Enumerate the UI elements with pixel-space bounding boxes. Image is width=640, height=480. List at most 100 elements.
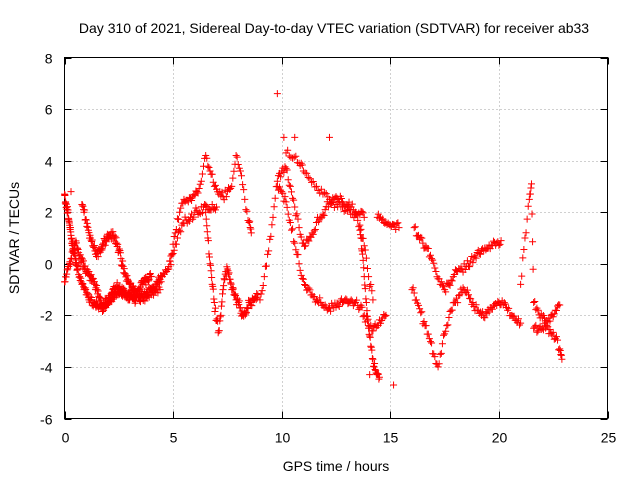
data-point bbox=[245, 219, 253, 227]
data-point bbox=[434, 363, 442, 371]
data-point bbox=[322, 190, 330, 198]
data-point bbox=[533, 328, 541, 336]
data-point bbox=[89, 275, 97, 283]
data-point bbox=[91, 280, 99, 288]
axis-ticks bbox=[64, 57, 609, 420]
data-point bbox=[169, 249, 177, 257]
data-point bbox=[120, 286, 128, 294]
data-point bbox=[202, 201, 210, 209]
data-point bbox=[107, 290, 115, 298]
data-point bbox=[381, 312, 389, 320]
data-point bbox=[335, 198, 343, 206]
data-point bbox=[242, 309, 250, 317]
data-point bbox=[75, 273, 83, 281]
data-point bbox=[375, 373, 383, 381]
data-point bbox=[98, 246, 106, 254]
data-point bbox=[412, 296, 420, 304]
data-point bbox=[298, 274, 306, 282]
data-point bbox=[310, 227, 318, 235]
data-point bbox=[221, 276, 229, 284]
data-point bbox=[321, 189, 329, 197]
data-point bbox=[205, 253, 213, 261]
data-point bbox=[500, 299, 508, 307]
data-point bbox=[284, 176, 292, 184]
data-point bbox=[284, 146, 292, 154]
data-point bbox=[206, 260, 214, 268]
data-point bbox=[375, 375, 383, 383]
data-point bbox=[232, 151, 240, 159]
data-point bbox=[266, 235, 274, 243]
grid bbox=[64, 57, 608, 419]
data-point bbox=[437, 278, 445, 286]
data-point bbox=[66, 258, 74, 266]
data-point bbox=[61, 191, 69, 199]
data-point bbox=[211, 307, 219, 315]
data-point bbox=[312, 182, 320, 190]
data-point bbox=[220, 282, 228, 290]
data-point bbox=[226, 275, 234, 283]
data-point bbox=[304, 174, 312, 182]
data-point bbox=[301, 280, 309, 288]
y-tick-label: 4 bbox=[45, 154, 53, 170]
data-point bbox=[295, 224, 303, 232]
data-point bbox=[93, 297, 101, 305]
data-point bbox=[81, 262, 89, 270]
data-point bbox=[271, 194, 279, 202]
data-point bbox=[217, 302, 225, 310]
data-point bbox=[467, 295, 475, 303]
data-point bbox=[202, 208, 210, 216]
data-point bbox=[265, 247, 273, 255]
data-point bbox=[305, 237, 313, 245]
data-point bbox=[208, 200, 216, 208]
data-point bbox=[556, 301, 564, 309]
data-point bbox=[558, 355, 566, 363]
data-point bbox=[211, 304, 219, 312]
data-point bbox=[79, 202, 87, 210]
data-point bbox=[227, 279, 235, 287]
data-point bbox=[198, 209, 206, 217]
data-point bbox=[343, 207, 351, 215]
data-point bbox=[431, 353, 439, 361]
data-point bbox=[329, 194, 337, 202]
data-point bbox=[361, 281, 369, 289]
data-point bbox=[177, 228, 185, 236]
data-point bbox=[82, 285, 90, 293]
data-point bbox=[209, 285, 217, 293]
data-point bbox=[81, 284, 89, 292]
data-point bbox=[211, 181, 219, 189]
data-point bbox=[424, 245, 432, 253]
data-point bbox=[358, 208, 366, 216]
data-point bbox=[315, 218, 323, 226]
data-point bbox=[521, 234, 529, 242]
data-point bbox=[357, 234, 365, 242]
data-point bbox=[534, 306, 542, 314]
data-point bbox=[368, 346, 376, 354]
data-point bbox=[308, 178, 316, 186]
data-point bbox=[176, 226, 184, 234]
data-point bbox=[287, 226, 295, 234]
data-point bbox=[339, 203, 347, 211]
data-point bbox=[422, 322, 430, 330]
data-point bbox=[235, 301, 243, 309]
data-point bbox=[218, 298, 226, 306]
data-point bbox=[173, 234, 181, 242]
x-tick-label: 0 bbox=[62, 430, 70, 446]
data-point bbox=[442, 288, 450, 296]
data-point bbox=[87, 271, 95, 279]
data-point bbox=[444, 321, 452, 329]
data-point bbox=[244, 305, 252, 313]
data-point bbox=[442, 327, 450, 335]
data-point bbox=[236, 304, 244, 312]
data-point bbox=[481, 314, 489, 322]
data-point bbox=[360, 264, 368, 272]
data-point bbox=[83, 222, 91, 230]
data-point bbox=[210, 295, 218, 303]
data-point bbox=[361, 285, 369, 293]
data-point bbox=[164, 265, 172, 273]
data-point bbox=[330, 203, 338, 211]
data-point bbox=[415, 301, 423, 309]
data-point bbox=[534, 327, 542, 335]
data-point bbox=[518, 272, 526, 280]
data-point bbox=[78, 201, 86, 209]
data-point bbox=[146, 269, 154, 277]
